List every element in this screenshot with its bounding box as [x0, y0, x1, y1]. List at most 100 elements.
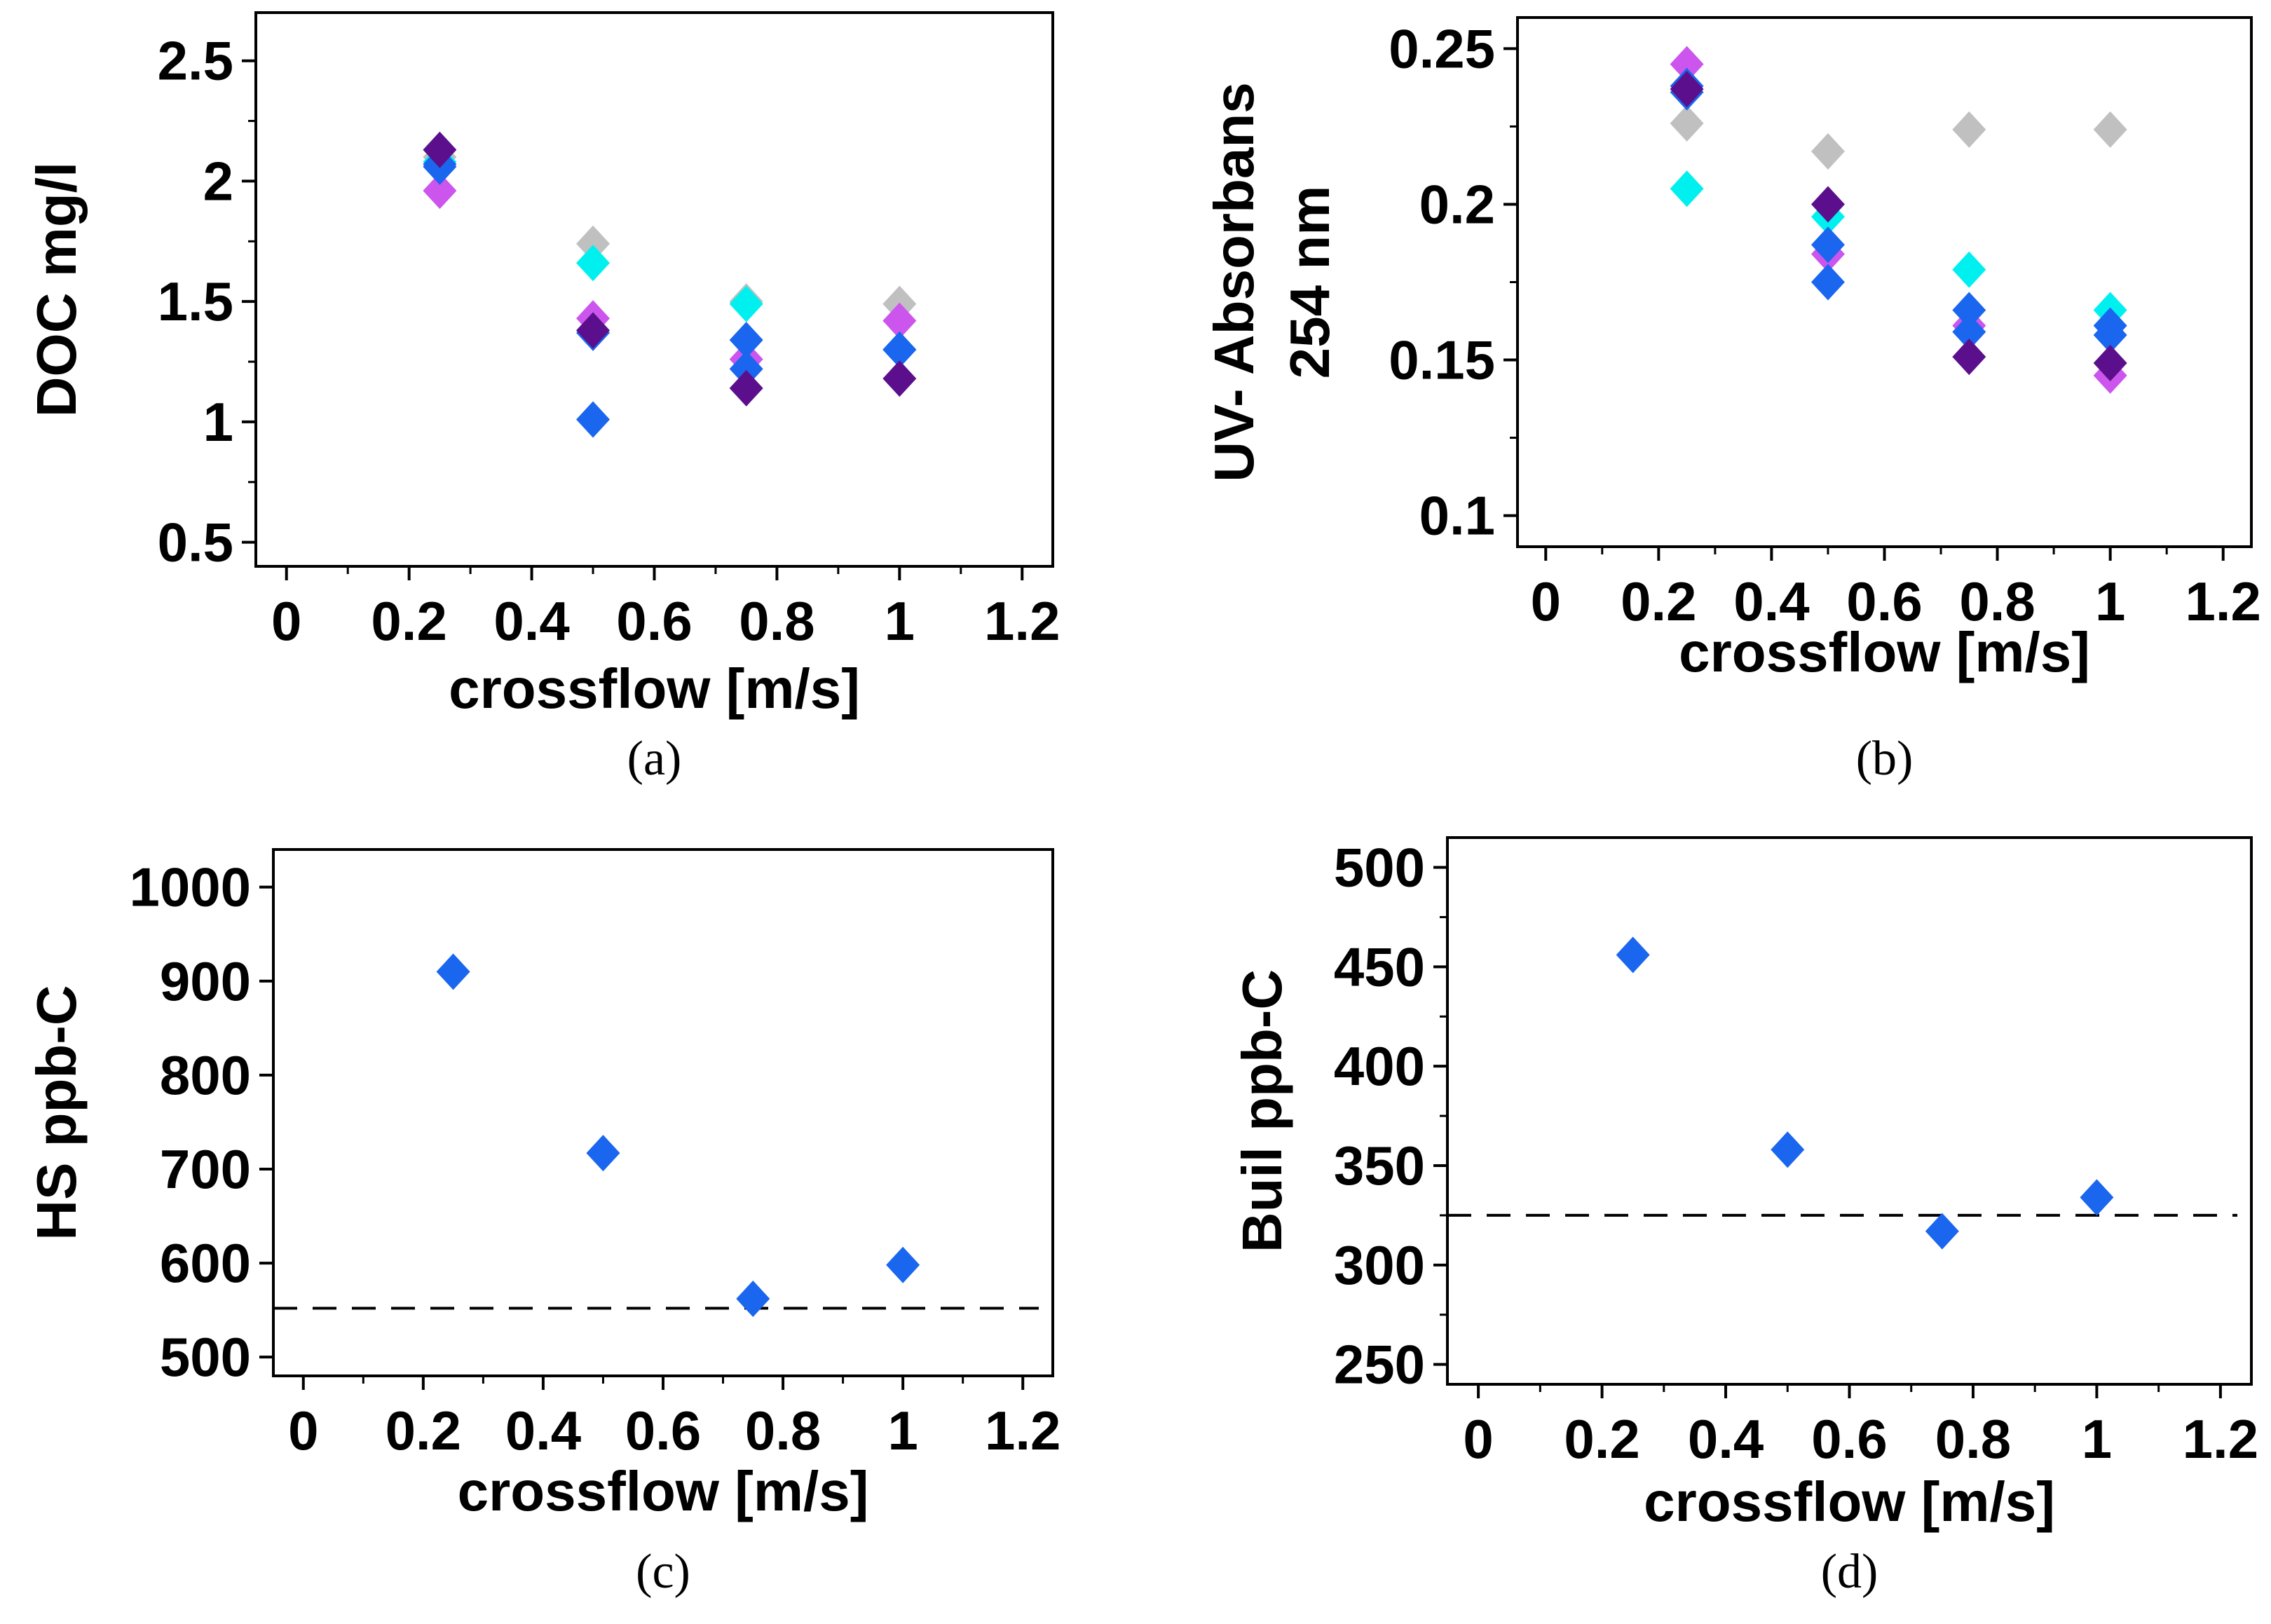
y-tick-label: 1 — [203, 391, 233, 453]
y-tick-label: 250 — [1334, 1334, 1425, 1396]
data-point-diamond — [1810, 226, 1845, 264]
plot-frame — [1446, 836, 2253, 1386]
data-point-diamond — [729, 369, 763, 407]
x-tick-label: 0.2 — [1564, 1408, 1639, 1470]
panel-d: 0 0.2 0.4 0.6 0.8 1 1.2 250 300 350 400 450 500 cross… — [1231, 836, 2258, 1599]
x-tick-label: 0.8 — [1935, 1408, 2011, 1470]
x-axis-title: crossflow [m/s] — [458, 1460, 869, 1522]
data-point-diamond — [1670, 170, 1704, 207]
panel-caption: (b) — [1856, 732, 1914, 786]
y-tick-label: 300 — [1334, 1234, 1425, 1296]
data-point-diamond — [1670, 71, 1704, 108]
y-tick-label: 800 — [160, 1044, 251, 1106]
x-tick-label: 0.6 — [1846, 571, 1922, 632]
panel-c: 0 0.2 0.4 0.6 0.8 1 1.2 500 600 700 800 900 1000 cros… — [25, 848, 1061, 1599]
y-tick-label: 450 — [1334, 936, 1425, 997]
x-tick-label: 0.8 — [745, 1400, 821, 1461]
y-axis-title: DOC mg/l — [25, 162, 88, 417]
x-tick-label: 0.2 — [1621, 571, 1696, 632]
plot-frame — [272, 848, 1054, 1377]
x-tick-label: 0.2 — [371, 590, 446, 652]
x-tick-label: 1.2 — [985, 1400, 1061, 1461]
y-tick-label: 0.1 — [1419, 485, 1495, 547]
data-point-diamond — [729, 322, 763, 359]
x-tick-label: 0.8 — [739, 590, 814, 652]
x-axis-title: crossflow [m/s] — [1679, 621, 2090, 683]
y-tick-label: 700 — [160, 1138, 251, 1200]
data-point-diamond — [882, 331, 917, 368]
panel-a: 0 0.2 0.4 0.6 0.8 1 1.2 0.5 1 1.5 2 2.5 crossflow [m… — [25, 11, 1060, 786]
data-point-diamond — [1810, 186, 1845, 223]
x-tick-label: 0 — [1531, 571, 1561, 632]
x-tick-label: 0.6 — [1811, 1408, 1887, 1470]
data-point-diamond — [1952, 111, 1986, 148]
data-point-diamond — [1670, 105, 1704, 142]
x-tick-label: 1 — [885, 590, 915, 652]
x-tick-label: 1 — [887, 1400, 918, 1461]
x-tick-label: 0 — [271, 590, 301, 652]
data-point-diamond — [423, 172, 457, 210]
x-tick-label: 0.4 — [505, 1400, 581, 1461]
x-tick-label: 1.2 — [984, 590, 1060, 652]
x-tick-label: 0.8 — [1959, 571, 2035, 632]
data-point-diamond — [882, 360, 917, 397]
y-tick-label: 0.15 — [1389, 329, 1495, 391]
data-point-diamond — [1810, 132, 1845, 170]
data-point-diamond — [1616, 936, 1650, 974]
y-tick-label: 0.25 — [1389, 18, 1495, 79]
y-tick-label: 400 — [1334, 1035, 1425, 1097]
data-point-diamond — [729, 285, 763, 322]
data-point-diamond — [882, 302, 917, 339]
data-point-diamond — [1952, 339, 1986, 376]
x-axis-title: crossflow [m/s] — [449, 657, 860, 720]
y-axis-title: HS ppb-C — [25, 985, 88, 1240]
data-point-diamond — [2080, 1179, 2114, 1216]
y-tick-label: 2 — [203, 150, 233, 212]
panel-caption: (d) — [1821, 1545, 1878, 1599]
x-tick-label: 0.4 — [1733, 571, 1809, 632]
y-axis-title: UV- Absorbans — [1203, 82, 1265, 482]
x-tick-label: 0.6 — [616, 590, 692, 652]
x-tick-label: 0 — [1463, 1408, 1493, 1470]
data-point-diamond — [2093, 317, 2127, 353]
y-axis-title-line2: 254 nm — [1278, 186, 1341, 379]
data-point-diamond — [586, 1135, 620, 1172]
data-point-diamond — [1670, 46, 1704, 83]
panel-b: 0 0.2 0.4 0.6 0.8 1 1.2 0.1 0.15 0.2 0.25 crossflow… — [1203, 16, 2261, 786]
data-point-diamond — [2093, 344, 2127, 381]
y-tick-label: 500 — [160, 1326, 251, 1388]
data-point-diamond — [436, 953, 470, 990]
y-tick-label: 500 — [1334, 837, 1425, 899]
data-point-diamond — [729, 350, 763, 388]
data-point-diamond — [736, 1281, 770, 1318]
y-tick-label: 900 — [160, 950, 251, 1012]
y-axis-title: Buil ppb-C — [1231, 969, 1293, 1253]
y-tick-label: 1000 — [129, 857, 251, 918]
data-point-diamond — [423, 131, 457, 168]
data-point-diamond — [1771, 1131, 1805, 1168]
data-point-diamond — [576, 312, 611, 349]
data-point-diamond — [576, 401, 611, 438]
x-tick-label: 0.4 — [1688, 1408, 1764, 1470]
x-tick-label: 0 — [288, 1400, 318, 1461]
data-point-diamond — [2093, 111, 2127, 148]
plot-frame — [1516, 16, 2253, 548]
x-tick-label: 0.4 — [493, 590, 569, 652]
x-tick-label: 0.6 — [625, 1400, 701, 1461]
plot-frame — [254, 11, 1054, 568]
data-point-diamond — [886, 1246, 920, 1283]
data-point-diamond — [576, 225, 611, 262]
data-point-diamond — [1810, 264, 1845, 301]
data-point-diamond — [576, 245, 611, 282]
y-tick-label: 0.5 — [158, 512, 233, 573]
y-tick-label: 0.2 — [1419, 173, 1495, 235]
x-tick-label: 0.2 — [386, 1400, 461, 1461]
data-point-diamond — [1925, 1213, 1959, 1250]
y-tick-label: 350 — [1334, 1135, 1425, 1196]
panel-caption: (c) — [636, 1545, 690, 1599]
data-point-diamond — [1952, 251, 1986, 288]
data-point-diamond — [1952, 292, 1986, 329]
panel-caption: (a) — [627, 732, 682, 786]
y-tick-label: 1.5 — [158, 271, 233, 332]
